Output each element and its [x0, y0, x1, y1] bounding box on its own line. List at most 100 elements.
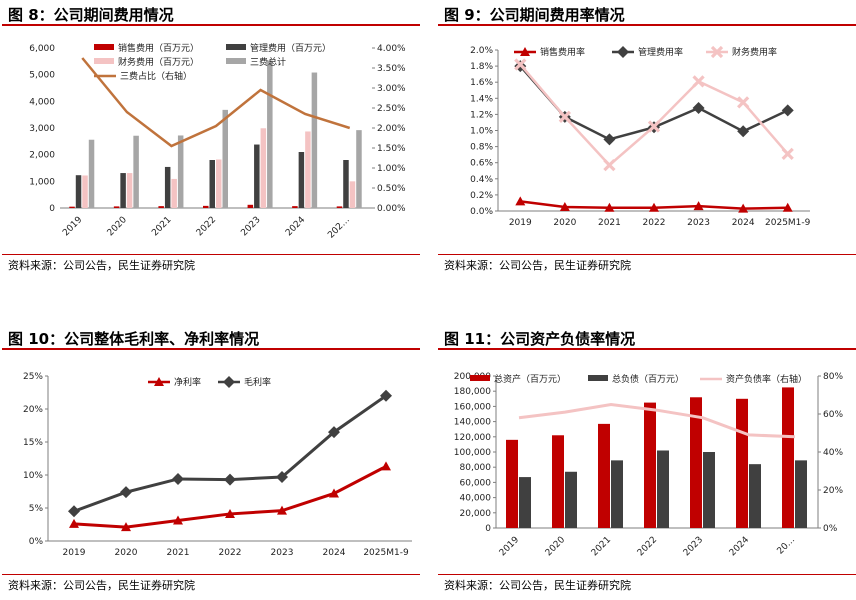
y-tick-label: 180,000 [454, 387, 491, 397]
source-note: 资料来源：公司公告，民生证券研究院 [2, 574, 420, 597]
bar [247, 204, 254, 208]
bar [343, 160, 349, 208]
y-tick-label: 20% [23, 405, 43, 415]
y-tick-label: 10% [23, 471, 43, 481]
legend-label: 三费总计 [250, 56, 286, 68]
legend-label: 销售费用率 [540, 46, 585, 58]
x-tick-label: 202… [326, 215, 352, 241]
chart-title: 图 8：公司期间费用情况 [2, 0, 420, 26]
chart-title: 图 11：公司资产负债率情况 [438, 324, 856, 350]
x-tick-label: 2020 [553, 218, 576, 228]
series-line [81, 57, 351, 148]
y2-tick-label: 40% [823, 448, 843, 458]
y-tick-label: 0.8% [470, 143, 493, 153]
data-point [603, 158, 616, 172]
series-line [519, 63, 789, 167]
bar [519, 477, 531, 528]
y-tick-label: 6,000 [29, 44, 55, 54]
bar [209, 160, 215, 208]
y-tick-label: 0% [29, 537, 44, 547]
data-point [692, 101, 705, 114]
y2-tick-label: 3.00% [377, 84, 406, 94]
y-tick-label: 1.4% [470, 94, 493, 104]
y-tick-label: 5,000 [29, 71, 55, 81]
data-point [738, 203, 749, 213]
y-tick-label: 60,000 [460, 478, 492, 488]
x-tick-label: 2021 [590, 535, 613, 558]
y-tick-label: 2,000 [29, 151, 55, 161]
chart-title: 图 9：公司期间费用率情况 [438, 0, 856, 26]
y2-tick-label: 4.00% [377, 44, 406, 54]
series-line [73, 394, 387, 513]
y2-tick-label: 0.00% [377, 204, 406, 214]
y-tick-label: 4,000 [29, 97, 55, 107]
legend-swatch [226, 44, 246, 50]
bar [120, 173, 126, 208]
data-point [737, 125, 750, 138]
bar [298, 152, 305, 208]
x-tick-label: 2019 [63, 548, 86, 558]
data-point [604, 202, 615, 212]
x-tick-label: 2024 [732, 218, 755, 228]
data-point [737, 96, 750, 109]
x-tick-label: 2025M1-9 [363, 548, 409, 558]
data-point [781, 147, 794, 160]
x-tick-label: 2024 [323, 548, 346, 558]
data-point [558, 110, 571, 123]
x-tick-label: 2022 [643, 218, 666, 228]
x-tick-label: 2021 [167, 548, 190, 558]
y2-tick-label: 80% [823, 372, 843, 382]
y-tick-label: 2.0% [470, 46, 493, 56]
bar [171, 178, 177, 208]
bar [736, 398, 748, 528]
data-point [329, 488, 339, 498]
x-tick-label: 2021 [150, 215, 173, 238]
x-tick-label: 2023 [682, 535, 705, 558]
bar [292, 206, 298, 208]
x-tick-label: 2023 [239, 215, 262, 238]
bar [113, 206, 120, 208]
legend-swatch [470, 375, 490, 381]
bar [158, 206, 164, 208]
bar [598, 423, 610, 528]
bar [126, 173, 133, 208]
bar [795, 460, 807, 528]
chart-expense-rates: 0.0% 0.2% 0.4% 0.6% 0.8% 1.0% 1.2% 1.4% 1.6% 1.8%… [470, 45, 811, 228]
legend-marker [223, 376, 235, 388]
bar [254, 144, 260, 208]
x-tick-label: 2023 [687, 218, 710, 228]
legend-marker [710, 45, 724, 59]
bar [164, 166, 171, 208]
data-point [224, 473, 236, 486]
bar [267, 60, 273, 209]
data-point [693, 201, 704, 211]
y-tick-label: 20,000 [460, 509, 492, 519]
data-point [515, 196, 526, 206]
x-tick-label: 2022 [636, 535, 659, 558]
data-point [649, 202, 659, 212]
bar [69, 206, 75, 208]
legend-label: 毛利率 [244, 376, 271, 388]
legend-marker [154, 377, 164, 386]
data-point [328, 426, 340, 439]
legend-marker [520, 47, 530, 56]
panel-expense-rates: 图 9：公司期间费用率情况 0.0% 0.2% 0.4% 0.6% 0.8% 1.0% 1.… [438, 0, 856, 300]
x-tick-label: 2022 [195, 215, 218, 238]
data-point [692, 75, 705, 88]
legend-swatch [94, 58, 114, 64]
y-tick-label: 0.0% [470, 207, 493, 217]
bar [75, 175, 82, 208]
y-tick-label: 80,000 [460, 463, 492, 473]
y2-tick-label: 20% [823, 486, 843, 496]
chart-title: 图 10：公司整体毛利率、净利率情况 [2, 324, 420, 350]
legend-label: 销售费用（百万元） [118, 42, 199, 54]
x-tick-label: 2023 [271, 548, 294, 558]
y2-tick-label: 0% [823, 524, 838, 534]
y-tick-label: 0 [485, 524, 491, 534]
bar [133, 135, 139, 208]
data-point [69, 518, 79, 528]
bar [690, 397, 702, 528]
data-point [173, 515, 183, 525]
bar [611, 460, 623, 528]
data-point [276, 470, 288, 483]
